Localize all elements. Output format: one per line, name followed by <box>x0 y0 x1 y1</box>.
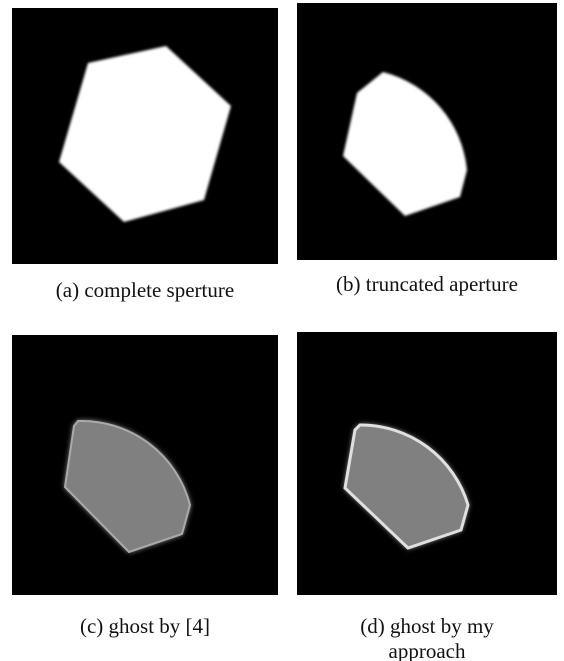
caption: (a) complete sperture <box>5 278 285 303</box>
caption-line: (b) truncated aperture <box>287 272 564 297</box>
caption-line: (c) ghost by [4] <box>5 614 285 639</box>
caption-line: (a) complete sperture <box>5 278 285 303</box>
figure-images <box>0 0 564 661</box>
caption-line: (d) ghost by my <box>287 614 564 639</box>
caption: (d) ghost by my approach <box>287 614 564 661</box>
caption: (b) truncated aperture <box>287 272 564 297</box>
figure: (a) complete sperture (b) truncated aper… <box>0 0 564 661</box>
caption: (c) ghost by [4] <box>5 614 285 639</box>
caption-line: approach <box>287 639 564 661</box>
